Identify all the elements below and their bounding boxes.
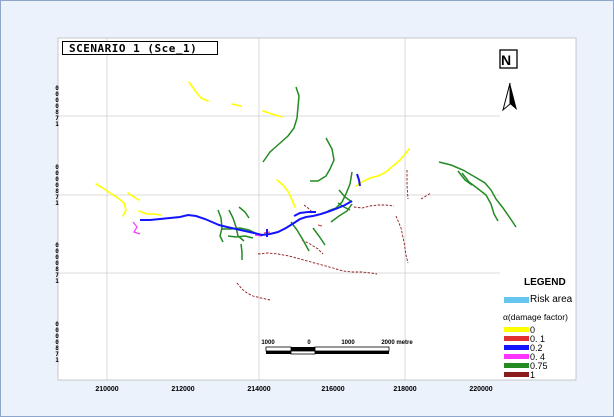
x-tick-label: 210000: [95, 386, 119, 393]
network-alpha-0: [95, 81, 410, 217]
network-alpha-075: [217, 86, 517, 260]
scale-bar: [265, 346, 390, 355]
north-label: N: [501, 52, 512, 68]
map-title: SCENARIO 1 (Sce_1): [62, 41, 218, 55]
legend-label: Risk area: [530, 294, 573, 305]
scale-label: 1000: [341, 340, 355, 346]
legend-label: 0. 4: [530, 352, 546, 362]
legend-label: 0.2: [530, 343, 543, 353]
legend-label: 0: [530, 325, 536, 335]
legend-title: LEGEND: [524, 277, 566, 288]
network-alpha-04: [132, 221, 263, 237]
north-arrow-icon: [499, 49, 518, 112]
legend-label: 0.75: [530, 361, 548, 371]
x-tick-label: 214000: [247, 386, 271, 393]
network-alpha-1: [236, 170, 432, 301]
x-tick-label: 218000: [393, 386, 417, 393]
legend-swatch: [504, 345, 529, 350]
legend-swatch: [504, 372, 529, 377]
legend-factor-title: α(damage factor): [503, 312, 568, 322]
scale-label: 1000: [261, 340, 275, 346]
x-tick-label: 220000: [469, 386, 493, 393]
legend-swatch: [504, 354, 529, 359]
x-tick-label: 216000: [321, 386, 345, 393]
map-panel: [57, 37, 577, 381]
legend-label: 1: [530, 370, 536, 380]
legend-swatch-risk: [504, 297, 529, 303]
y-tick-label: 0000871: [55, 85, 59, 128]
legend-swatch: [504, 336, 529, 341]
legend-swatch: [504, 363, 529, 368]
y-tick-label: 0000871: [55, 164, 59, 207]
x-tick-label: 212000: [171, 386, 195, 393]
y-tick-label: 0000871: [55, 321, 59, 364]
y-tick-label: 0000871: [55, 242, 59, 285]
scale-label: 0: [307, 340, 311, 346]
network-alpha-02: [140, 173, 361, 237]
legend-label: 0. 1: [530, 334, 546, 344]
legend-swatch: [504, 327, 529, 332]
scale-label: 2000 metre: [381, 340, 413, 346]
